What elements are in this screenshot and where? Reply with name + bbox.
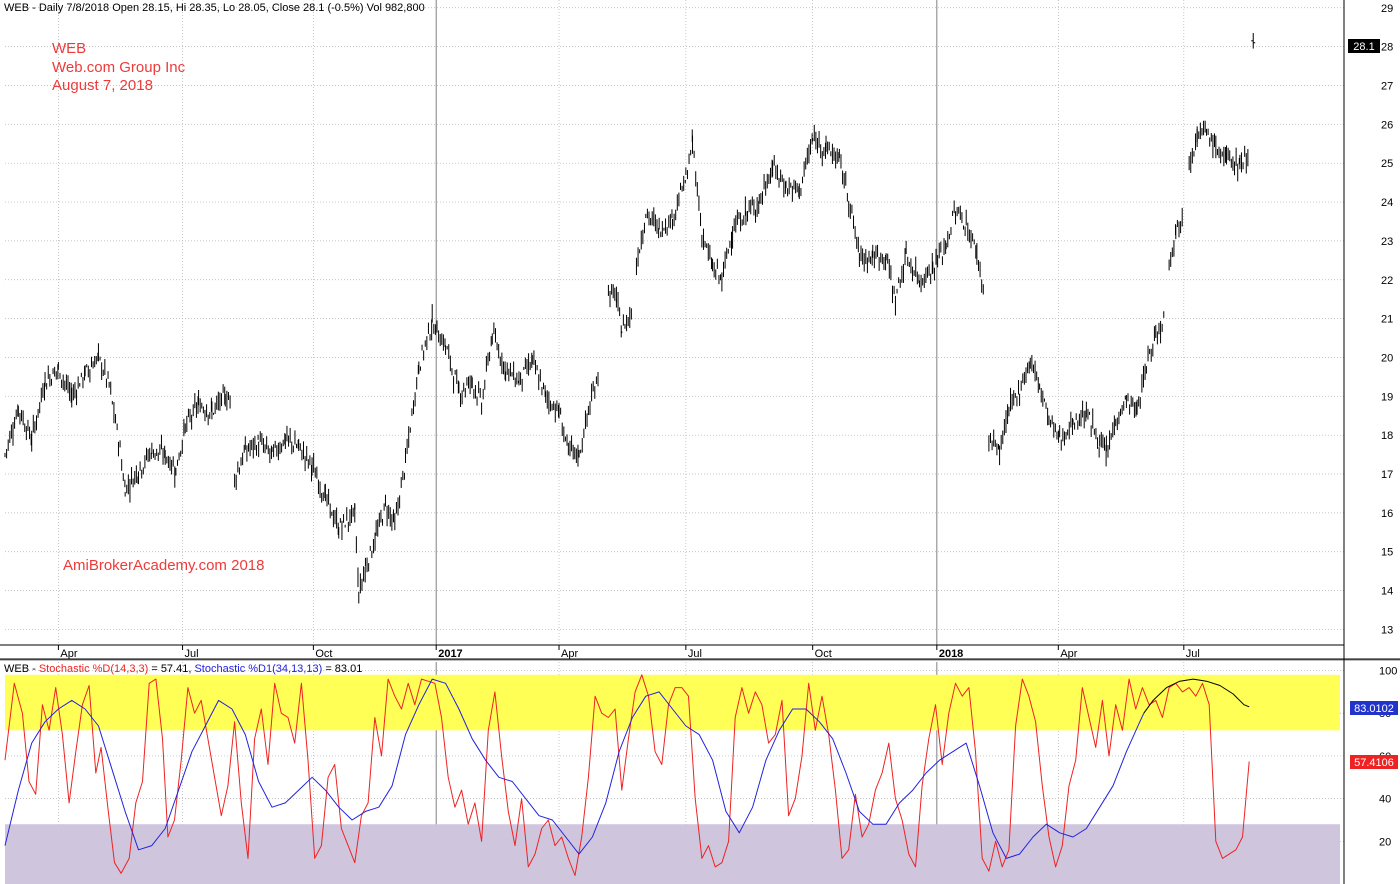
price-axis-tick-label: 19 (1381, 391, 1393, 403)
grid (5, 0, 1344, 884)
stoch-axis-tick-label: 20 (1379, 836, 1391, 848)
x-axis-tick-label: Jul (185, 648, 199, 660)
price-axis-tick-label: 29 (1381, 3, 1393, 15)
watermark: AmiBrokerAcademy.com 2018 (63, 557, 264, 574)
price-tag-bg (1348, 39, 1380, 53)
stoch-d-tag: 57.4106 (1350, 755, 1398, 769)
stoch-d-tag-bg (1350, 755, 1398, 769)
annotation-ticker: WEB (52, 40, 86, 57)
stoch-d-value: = 57.41, (148, 663, 194, 675)
price-axis-tick-label: 26 (1381, 119, 1393, 131)
price-axis-tick-label: 22 (1381, 275, 1393, 287)
price-axis-tick-label: 18 (1381, 430, 1393, 442)
price-axis-tick-label: 24 (1381, 197, 1393, 209)
price-axis-tick-label: 21 (1381, 314, 1393, 326)
stoch-d1-legend: Stochastic %D1(34,13,13) (194, 663, 322, 675)
stoch-axis-tick-label: 40 (1379, 794, 1391, 806)
price-axis-tick-label: 17 (1381, 469, 1393, 481)
stoch-d-legend: Stochastic %D(14,3,3) (39, 663, 148, 675)
x-axis-tick-label: 2017 (438, 648, 462, 660)
stoch-d1-tag-label: 83.0102 (1354, 703, 1394, 715)
price-axis-tick-label: 16 (1381, 508, 1393, 520)
stoch-series-line (4, 674, 1250, 876)
price-axis-tick-label: 15 (1381, 547, 1393, 559)
x-axis-tick-label: Oct (815, 648, 832, 660)
oversold-band (5, 824, 1340, 884)
x-axis-tick-label: 2018 (939, 648, 963, 660)
x-axis-tick-label: Apr (1060, 648, 1077, 660)
stochastic-header: WEB - Stochastic %D(14,3,3) = 57.41, Sto… (4, 663, 362, 675)
price-axis-tick-label: 14 (1381, 586, 1393, 598)
x-axis-tick-label: Jul (688, 648, 702, 660)
price-axis-tick-label: 25 (1381, 158, 1393, 170)
x-axis-tick-label: Apr (60, 648, 77, 660)
stoch-d1-value: = 83.01 (322, 663, 362, 675)
x-axis-tick-label: Jul (1186, 648, 1200, 660)
stoch-series-line (4, 678, 1145, 859)
annotation-date: August 7, 2018 (52, 77, 153, 94)
stoch-d-tag-label: 57.4106 (1354, 757, 1394, 769)
stoch-axis-tick-label: 100 (1379, 666, 1397, 678)
price-tag-label: 28.1 (1353, 41, 1374, 53)
stoch-d1-tag-bg (1350, 701, 1398, 715)
x-axis-tick-label: Oct (315, 648, 332, 660)
price-axis-tick-label: 28 (1381, 42, 1393, 54)
price-tag: 28.1 (1348, 39, 1380, 53)
price-axis-tick-label: 27 (1381, 80, 1393, 92)
price-bars (4, 33, 1256, 604)
annotation-company: Web.com Group Inc (52, 59, 186, 76)
stoch-d1-tag: 83.0102 (1350, 701, 1398, 715)
overbought-band (5, 674, 1340, 731)
stochastic-lines (4, 674, 1250, 876)
stochastic-header-prefix: WEB - (4, 663, 39, 675)
price-axis-tick-label: 23 (1381, 236, 1393, 248)
price-axis-tick-label: 13 (1381, 624, 1393, 636)
x-axis-tick-label: Apr (561, 648, 578, 660)
price-axis-tick-label: 20 (1381, 352, 1393, 364)
stoch-series-line (1143, 678, 1250, 714)
stochastic-bands (5, 674, 1340, 884)
chart-header: WEB - Daily 7/8/2018 Open 28.15, Hi 28.3… (4, 2, 425, 14)
